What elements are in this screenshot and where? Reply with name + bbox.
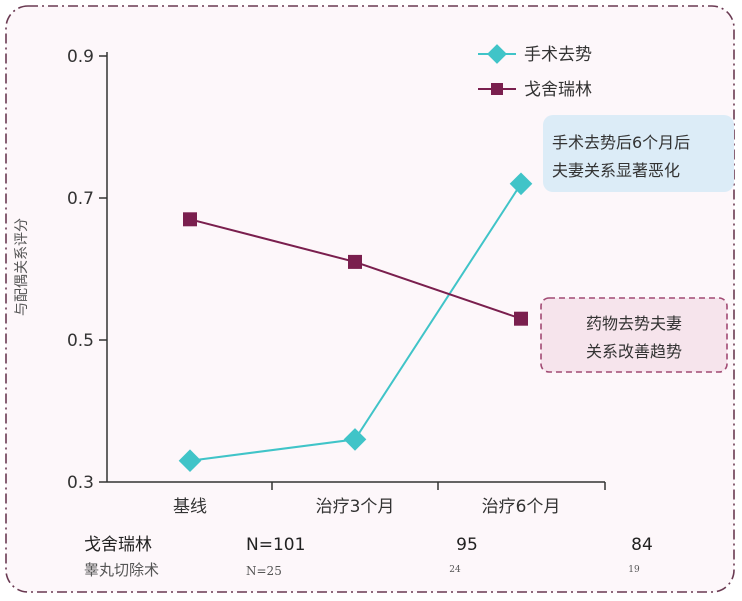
n-table: 戈舍瑞林 N=101 95 84 睾丸切除术 N=25 24 19	[84, 535, 653, 579]
legend-label-surgical: 手术去势	[524, 45, 592, 65]
y-axis-label: 与配偶关系评分	[14, 218, 30, 316]
n-row-label-orchiectomy: 睾丸切除术	[84, 561, 159, 579]
y-tick-label: 0.3	[67, 473, 94, 493]
y-tick-label: 0.9	[67, 47, 94, 67]
annotation-box-surgical	[543, 115, 734, 192]
legend-marker-goserelin	[491, 83, 503, 95]
x-tick-label-baseline: 基线	[173, 497, 207, 517]
legend: 手术去势 戈舍瑞林	[478, 44, 592, 100]
n-value-orchiectomy-3m: 24	[449, 565, 461, 575]
n-value-goserelin-3m: 95	[456, 535, 478, 555]
legend-marker-surgical	[487, 44, 507, 64]
annotation-box-goserelin	[540, 297, 728, 373]
n-value-orchiectomy-baseline: N=25	[246, 564, 282, 578]
y-tick-label: 0.7	[67, 189, 94, 209]
series-line-goserelin	[189, 218, 522, 320]
annotation-surgical-line-1: 手术去势后6个月后	[552, 133, 690, 152]
n-row-label-goserelin: 戈舍瑞林	[84, 535, 152, 555]
x-tick-label-6-months: 治疗6个月	[482, 497, 561, 517]
n-value-goserelin-baseline: N=101	[246, 535, 305, 555]
data-point-goserelin-2	[514, 311, 528, 326]
data-point-goserelin-1	[348, 254, 362, 269]
x-tick-label-3-months: 治疗3个月	[316, 497, 395, 517]
data-point-goserelin-0	[183, 212, 197, 227]
data-point-surgical-0	[178, 449, 202, 473]
n-value-goserelin-6m: 84	[631, 535, 653, 555]
data-point-surgical-1	[343, 428, 367, 451]
annotation-goserelin-line-1: 药物去势夫妻	[586, 314, 682, 333]
legend-label-goserelin: 戈舍瑞林	[524, 80, 592, 100]
y-tick-label: 0.5	[67, 331, 94, 351]
frame-border	[5, 5, 735, 593]
data-point-surgical-2	[509, 172, 533, 196]
series-line-surgical	[189, 183, 522, 462]
annotation-goserelin-line-2: 关系改善趋势	[586, 342, 682, 361]
n-value-orchiectomy-6m: 19	[628, 565, 640, 575]
annotation-surgical-line-2: 夫妻关系显著恶化	[552, 161, 680, 180]
